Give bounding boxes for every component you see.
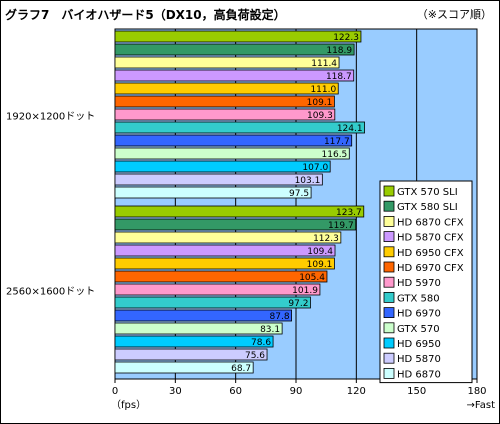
x-tick-label: 0	[112, 386, 118, 397]
bar	[114, 56, 340, 69]
legend-label: HD 6870	[397, 369, 441, 380]
bar-value-label: 111.4	[311, 59, 337, 69]
legend-label: HD 5870 CFX	[397, 233, 464, 244]
bar	[114, 186, 312, 199]
bar-value-label: 124.1	[337, 124, 363, 134]
group-labels: 1920×1200ドット 2560×1600ドット	[6, 112, 95, 298]
legend-box	[379, 180, 473, 384]
bar	[114, 134, 353, 147]
bar	[114, 82, 339, 95]
bar-value-label: 116.5	[322, 150, 348, 160]
bar	[114, 160, 331, 173]
legend-swatch	[383, 367, 395, 379]
bar-value-label: 68.7	[231, 364, 251, 374]
x-axis-direction-label: →Fast	[467, 400, 496, 411]
bar-value-label: 118.7	[326, 72, 352, 82]
legend-swatch	[383, 352, 395, 364]
legend-label: HD 6950 CFX	[397, 248, 464, 259]
legend-swatch	[383, 231, 395, 243]
legend-label: HD 5870	[397, 354, 441, 365]
bar	[114, 296, 311, 309]
legend-label: HD 6970	[397, 309, 441, 320]
legend-swatch	[383, 307, 395, 319]
bar	[114, 244, 336, 257]
bar-value-label: 122.3	[333, 33, 359, 43]
bar	[114, 205, 365, 218]
bar	[114, 322, 283, 335]
bar	[114, 173, 323, 186]
bar	[114, 43, 355, 56]
score-order-note: （※スコア順）	[416, 8, 492, 21]
bar-value-label: 103.1	[295, 176, 321, 186]
bar-value-label: 123.7	[336, 208, 362, 218]
bar-value-label: 109.1	[307, 260, 333, 270]
x-axis: 0 30 60 90 120 150 180 （fps） →Fast	[111, 379, 495, 411]
x-tick-label: 30	[169, 386, 182, 397]
x-tick-label: 90	[290, 386, 303, 397]
legend-swatch	[383, 185, 395, 197]
legend: GTX 570 SLI GTX 580 SLI HD 6870 CFX HD 5870…	[379, 180, 473, 384]
bar	[114, 257, 335, 270]
bar	[114, 283, 321, 296]
bar-value-label: 101.9	[292, 286, 318, 296]
x-axis-unit-label: （fps）	[111, 399, 146, 411]
group-label: 2560×1600ドット	[6, 287, 95, 298]
bar	[114, 270, 328, 283]
legend-swatch	[383, 246, 395, 258]
bar-value-label: 97.5	[289, 189, 309, 199]
bar-value-label: 78.6	[251, 338, 271, 348]
legend-swatch	[383, 261, 395, 273]
group-label: 1920×1200ドット	[6, 112, 95, 123]
bar	[114, 231, 342, 244]
bar-value-label: 109.1	[307, 98, 333, 108]
legend-label: GTX 570 SLI	[397, 187, 458, 198]
legend-label: GTX 570	[397, 324, 440, 335]
bar-value-label: 107.0	[302, 163, 328, 173]
bar-value-label: 112.3	[313, 234, 339, 244]
legend-swatch	[383, 276, 395, 288]
bar	[114, 361, 254, 374]
bar-value-label: 97.2	[288, 299, 308, 309]
bar-value-label: 119.7	[328, 221, 354, 231]
legend-swatch	[383, 322, 395, 334]
chart-title: グラフ7 バイオハザード5（DX10，高負荷設定）	[5, 8, 286, 22]
bar-value-label: 83.1	[260, 325, 280, 335]
legend-swatch	[383, 200, 395, 212]
bar-value-label: 118.9	[326, 46, 352, 56]
x-tick-label: 150	[407, 386, 426, 397]
legend-label: GTX 580 SLI	[397, 202, 458, 213]
bar-value-label: 117.7	[324, 137, 350, 147]
bar	[114, 218, 357, 231]
bar-value-label: 105.4	[299, 273, 325, 283]
bar-series: 122.3 118.9 111.4 118.7 111.0 109.1 109.3 124.1…	[114, 30, 365, 374]
x-tick-label: 120	[347, 386, 366, 397]
bar	[114, 30, 362, 43]
bar-value-label: 75.6	[245, 351, 265, 361]
bar	[114, 348, 268, 361]
bar	[114, 108, 336, 121]
bar	[114, 121, 365, 134]
x-tick-label: 60	[229, 386, 242, 397]
bar-value-label: 109.3	[307, 111, 333, 121]
bar-value-label: 111.0	[310, 85, 336, 95]
bar	[114, 95, 335, 108]
legend-label: GTX 580	[397, 293, 440, 304]
bar-value-label: 87.8	[270, 312, 290, 322]
legend-label: HD 6950	[397, 339, 441, 350]
bar	[114, 147, 350, 160]
x-tick-label: 180	[467, 386, 486, 397]
legend-swatch	[383, 215, 395, 227]
legend-swatch	[383, 291, 395, 303]
legend-label: HD 6870 CFX	[397, 217, 464, 228]
legend-swatch	[383, 337, 395, 349]
bar	[114, 309, 292, 322]
bar-value-label: 109.4	[307, 247, 333, 257]
bar	[114, 69, 355, 82]
bar	[114, 335, 274, 348]
legend-label: HD 5970	[397, 278, 441, 289]
legend-label: HD 6970 CFX	[397, 263, 464, 274]
